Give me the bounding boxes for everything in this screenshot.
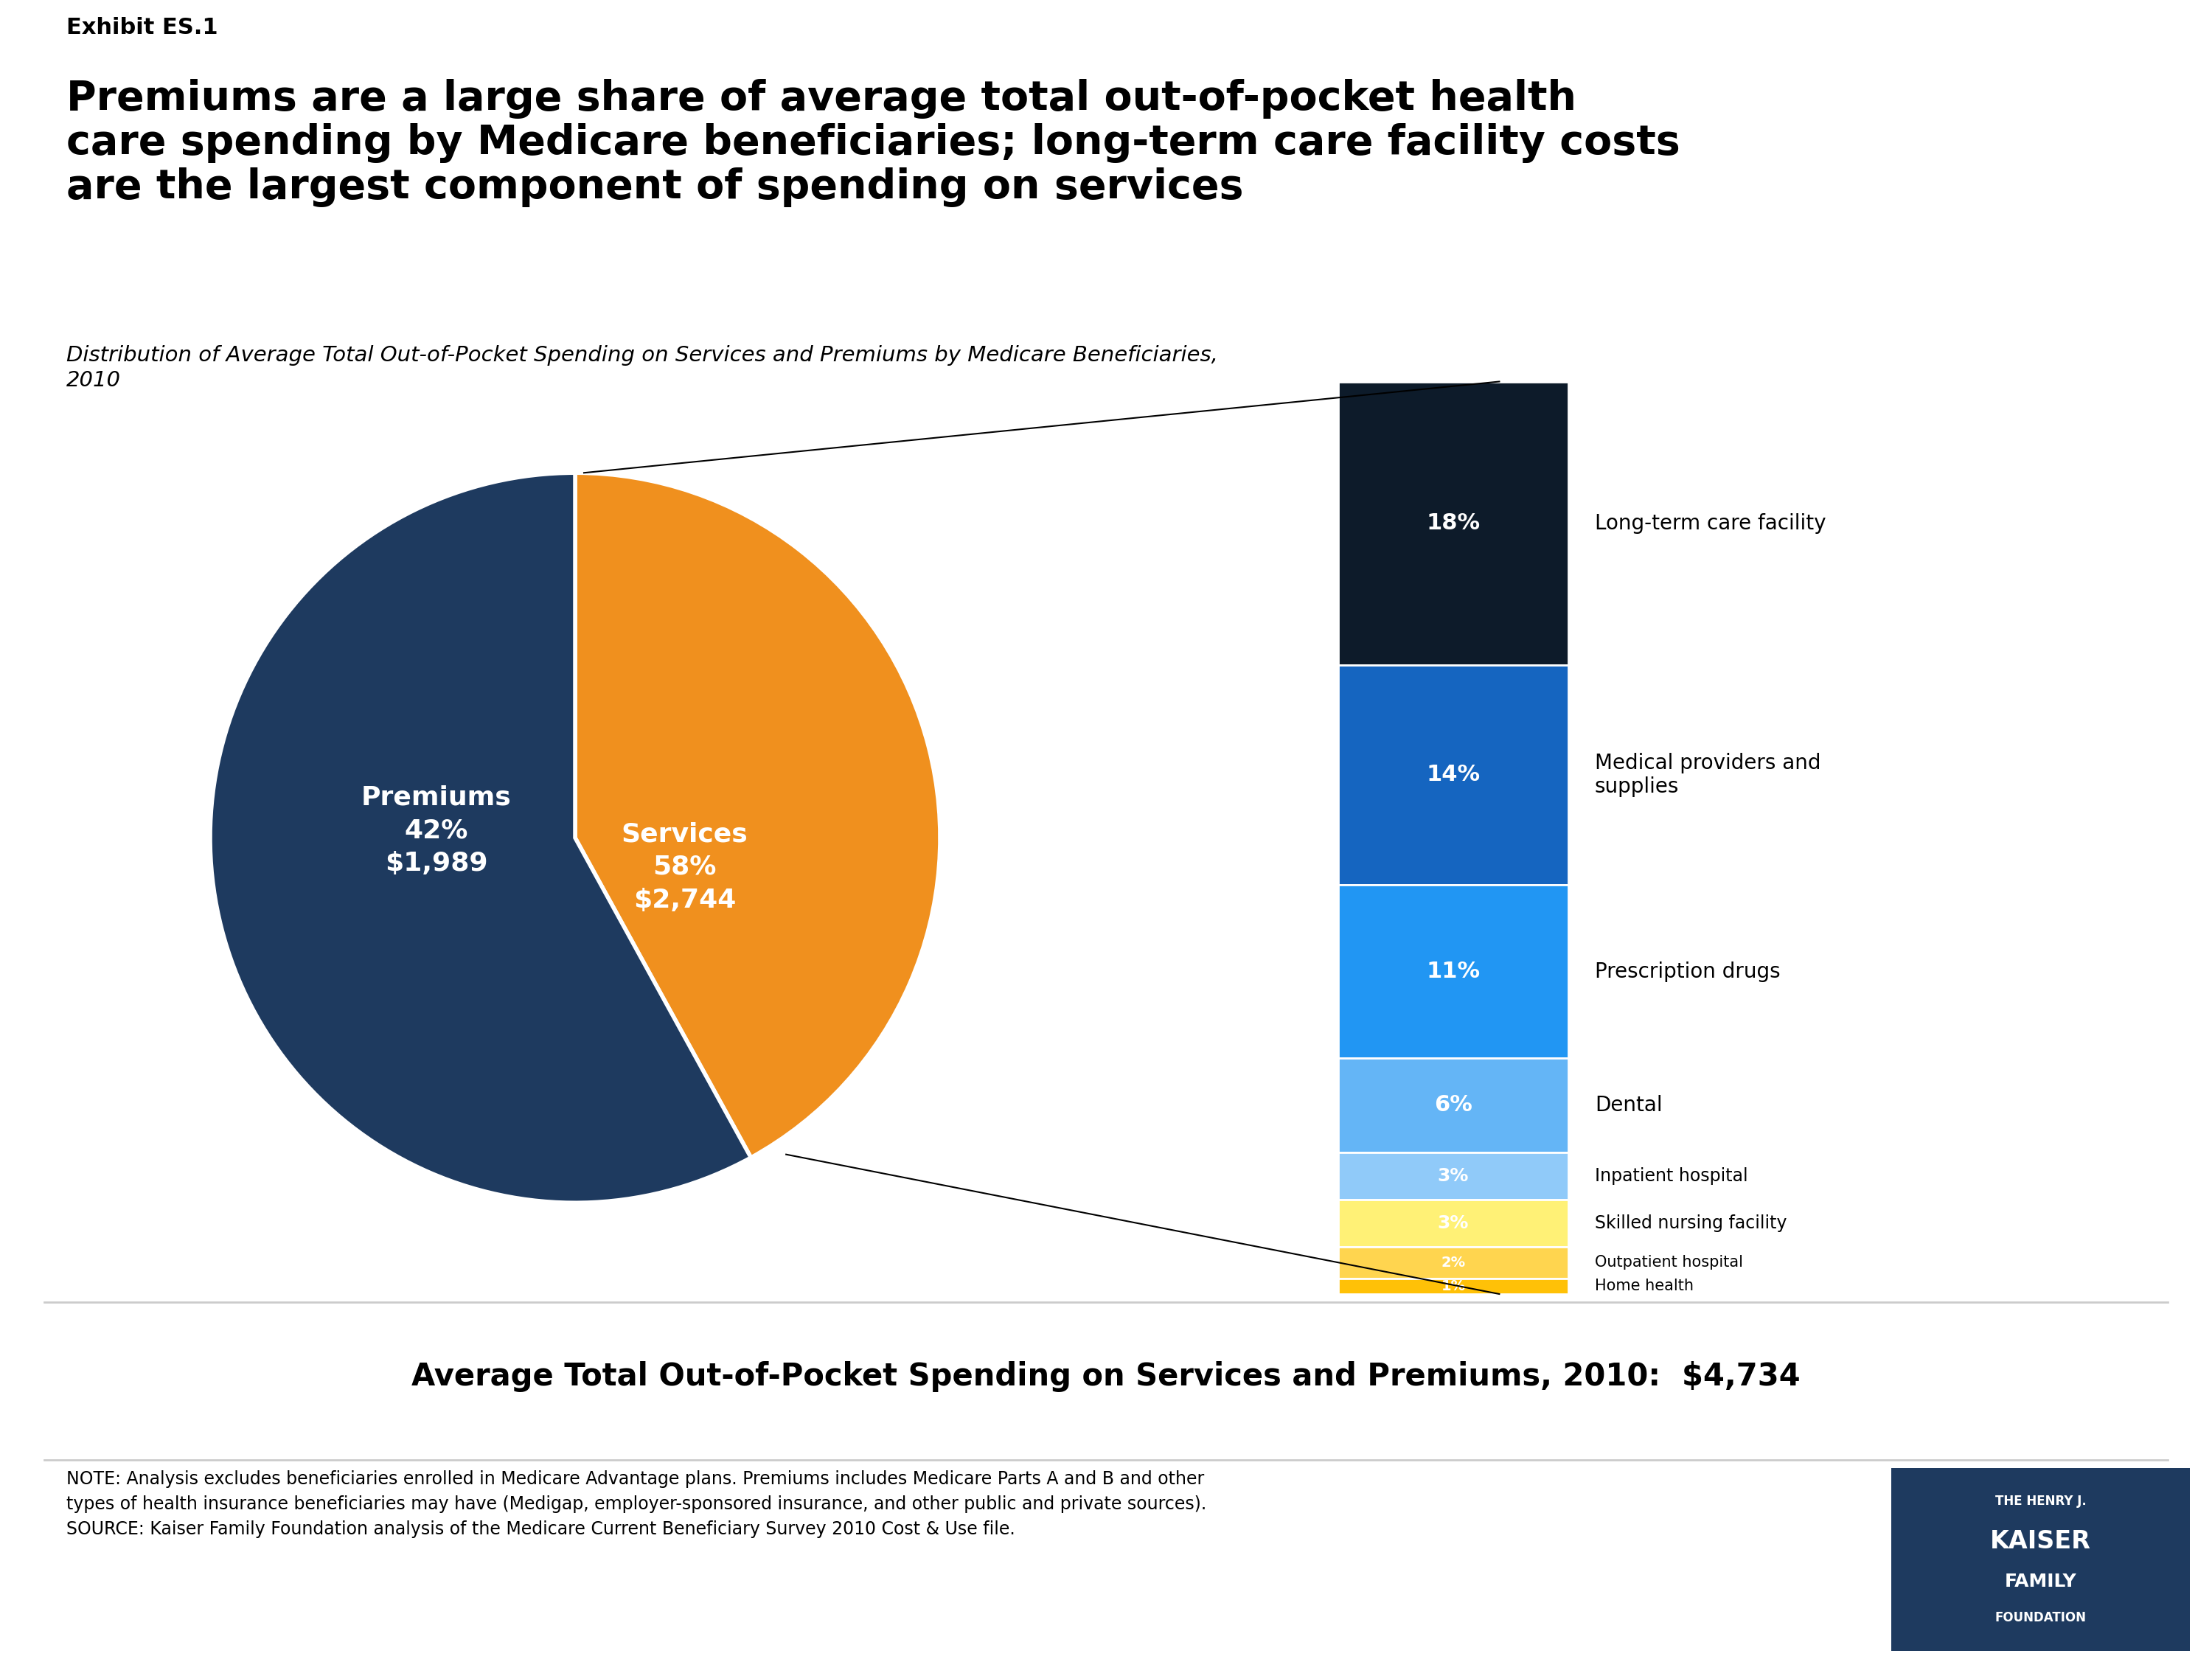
Bar <box>1338 665 1568 884</box>
Text: Dental: Dental <box>1595 1095 1663 1115</box>
Text: 1%: 1% <box>1440 1279 1467 1292</box>
Text: FOUNDATION: FOUNDATION <box>1995 1611 2086 1624</box>
Bar <box>1338 382 1568 665</box>
Text: Outpatient hospital: Outpatient hospital <box>1595 1256 1743 1269</box>
Text: KAISER: KAISER <box>1991 1530 2090 1553</box>
Text: Average Total Out-of-Pocket Spending on Services and Premiums, 2010:  $4,734: Average Total Out-of-Pocket Spending on … <box>411 1362 1801 1392</box>
Text: THE HENRY J.: THE HENRY J. <box>1995 1495 2086 1508</box>
Text: 18%: 18% <box>1427 513 1480 534</box>
Bar <box>1338 1279 1568 1294</box>
Text: 11%: 11% <box>1427 961 1480 982</box>
Text: 6%: 6% <box>1433 1095 1473 1117</box>
Text: Skilled nursing facility: Skilled nursing facility <box>1595 1214 1787 1233</box>
Text: Home health: Home health <box>1595 1279 1694 1294</box>
Text: Long-term care facility: Long-term care facility <box>1595 513 1827 534</box>
Text: Exhibit ES.1: Exhibit ES.1 <box>66 17 219 38</box>
Text: Distribution of Average Total Out-of-Pocket Spending on Services and Premiums by: Distribution of Average Total Out-of-Poc… <box>66 345 1219 390</box>
Text: NOTE: Analysis excludes beneficiaries enrolled in Medicare Advantage plans. Prem: NOTE: Analysis excludes beneficiaries en… <box>66 1470 1206 1538</box>
Text: FAMILY: FAMILY <box>2004 1573 2077 1591</box>
Bar <box>1338 884 1568 1058</box>
Bar <box>1338 1199 1568 1248</box>
Text: 14%: 14% <box>1427 765 1480 786</box>
Bar <box>1338 1153 1568 1199</box>
Text: Prescription drugs: Prescription drugs <box>1595 961 1781 982</box>
Bar <box>1338 1058 1568 1153</box>
Text: 3%: 3% <box>1438 1214 1469 1233</box>
Text: Premiums are a large share of average total out-of-pocket health
care spending b: Premiums are a large share of average to… <box>66 78 1681 207</box>
Text: Services
58%
$2,744: Services 58% $2,744 <box>622 821 748 912</box>
Text: Medical providers and
supplies: Medical providers and supplies <box>1595 753 1820 796</box>
Wedge shape <box>210 473 750 1203</box>
Text: Premiums
42%
$1,989: Premiums 42% $1,989 <box>361 785 511 876</box>
Wedge shape <box>575 473 940 1158</box>
Text: 2%: 2% <box>1440 1256 1467 1269</box>
Text: Inpatient hospital: Inpatient hospital <box>1595 1168 1747 1185</box>
Text: 3%: 3% <box>1438 1168 1469 1185</box>
Bar <box>1338 1248 1568 1279</box>
